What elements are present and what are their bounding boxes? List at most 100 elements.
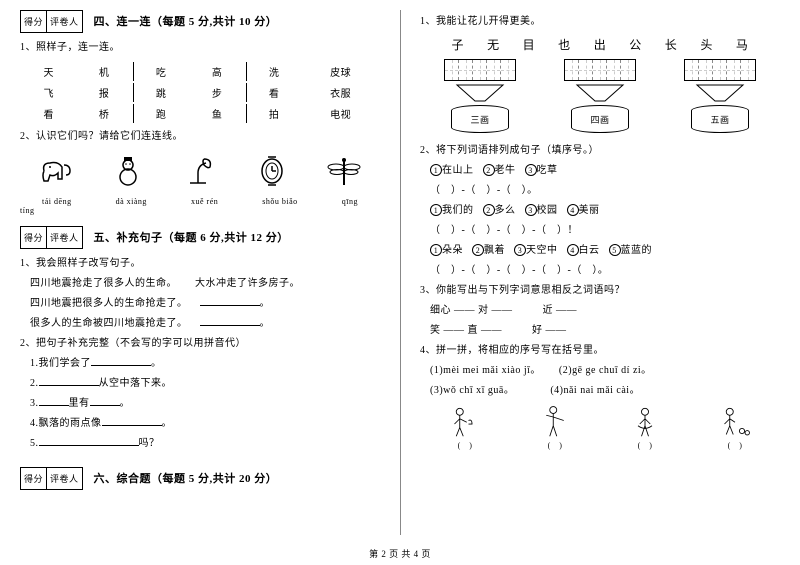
q5-2e: 5.吗？ — [20, 436, 380, 452]
cell: 桥 — [77, 104, 130, 123]
q5-2: 2、把句子补充完整（不会写的字可以用拼音代） — [20, 336, 380, 352]
diagram-5: 五画 — [670, 59, 770, 133]
text: 笑 —— 直 —— — [430, 325, 502, 336]
right-column: 1、我能让花儿开得更美。 子 无 目 也 出 公 长 头 马 三画 四画 — [400, 0, 800, 545]
char: 子 — [452, 36, 465, 53]
elephant-icon — [36, 151, 76, 191]
answer-slots[interactable]: （ ）-（ ）-（ ）-（ ）-（ ）。 — [420, 263, 780, 279]
girl-watermelon-icon: ( ) — [618, 403, 673, 451]
q6-1: 1、我能让花儿开得更美。 — [420, 14, 780, 30]
blank[interactable] — [39, 396, 69, 406]
match-table: 天 机 吃 高 洗 皮球 飞 报 跳 步 看 衣服 看 桥 跑 鱼 拍 — [20, 60, 380, 125]
text: 从空中落下来。 — [99, 378, 173, 389]
text: 细心 —— 对 —— — [430, 305, 513, 316]
word: 吃草 — [537, 165, 558, 176]
cell: 高 — [190, 62, 243, 81]
q5-1: 1、我会照样子改写句子。 — [20, 256, 380, 272]
text: 近 —— — [543, 305, 578, 316]
q4-2: 2、认识它们吗？请给它们连连线。 — [20, 129, 380, 145]
funnel-icon — [695, 83, 745, 103]
boy-flute-icon: ( ) — [528, 403, 583, 451]
word: 我们的 — [442, 205, 474, 216]
score-label: 得分 — [21, 227, 47, 248]
char: 也 — [558, 36, 571, 53]
cylinder-label: 五画 — [691, 105, 749, 133]
cell: 天 — [22, 62, 75, 81]
word: 校园 — [537, 205, 558, 216]
girl-chicks-icon: ( ) — [708, 403, 763, 451]
num-icon: 2 — [483, 164, 495, 176]
word: 白云 — [579, 245, 600, 256]
word: 老牛 — [495, 165, 516, 176]
text: 4.飘落的雨点像 — [30, 418, 102, 429]
word: 天空中 — [526, 245, 558, 256]
word: 飘着 — [484, 245, 505, 256]
cell: 步 — [190, 83, 243, 102]
dragonfly-icon — [324, 151, 364, 191]
grid-box[interactable] — [444, 59, 516, 81]
cell: 看 — [22, 104, 75, 123]
group1: 1在山上 2老牛 3吃草 — [420, 163, 780, 179]
char: 公 — [629, 36, 642, 53]
snowman-icon — [108, 151, 148, 191]
char: 目 — [523, 36, 536, 53]
answer-slots[interactable]: （ ）-（ ）-（ ）。 — [420, 183, 780, 199]
pinyin-sentences2: (3)wǒ chī xī guā。 (4)nǎi nai mǎi cài。 — [420, 383, 780, 399]
funnel-icon — [455, 83, 505, 103]
pinyin: qīng — [342, 197, 358, 206]
grid-box[interactable] — [564, 59, 636, 81]
left-column: 得分 评卷人 四、连一连（每题 5 分,共计 10 分） 1、照样子，连一连。 … — [0, 0, 400, 545]
score-box-4: 得分 评卷人 — [20, 10, 83, 33]
cell: 电视 — [303, 104, 378, 123]
antonym-row2: 笑 —— 直 —— 好 —— — [420, 323, 780, 339]
blank[interactable] — [200, 316, 260, 326]
num-icon: 3 — [525, 164, 537, 176]
lamp-icon — [180, 151, 220, 191]
pinyin-sentences: (1)mèi mei mǎi xiào jī。 (2)gē ge chuī dí… — [420, 363, 780, 379]
blank[interactable] — [39, 376, 99, 386]
num-icon: 3 — [514, 244, 526, 256]
cell: 衣服 — [303, 83, 378, 102]
blank[interactable] — [102, 416, 162, 426]
cell: 皮球 — [303, 62, 378, 81]
grandma-shopping-icon: ( ) — [438, 403, 493, 451]
score-label: 得分 — [21, 468, 47, 489]
grader-label: 评卷人 — [47, 468, 82, 489]
blank[interactable] — [39, 436, 139, 446]
word: 朵朵 — [442, 245, 463, 256]
text: 四川地震抢走了很多人的生命。 — [30, 278, 177, 289]
char: 长 — [665, 36, 678, 53]
num-icon: 5 — [609, 244, 621, 256]
section-4-title: 四、连一连（每题 5 分,共计 10 分） — [94, 13, 278, 29]
diagram-4: 四画 — [550, 59, 650, 133]
q6-4: 4、拼一拼，将相应的序号写在括号里。 — [420, 343, 780, 359]
text: 很多人的生命被四川地震抢走了。 — [30, 318, 188, 329]
blank[interactable] — [200, 296, 260, 306]
pinyin: shǒu biǎo — [262, 197, 297, 206]
column-divider — [400, 10, 401, 535]
score-box-6: 得分 评卷人 — [20, 467, 83, 490]
q5-2b: 2.从空中落下来。 — [20, 376, 380, 392]
cell: 飞 — [22, 83, 75, 102]
cell: 机 — [77, 62, 130, 81]
blank[interactable] — [91, 356, 151, 366]
text: 1.我们学会了 — [30, 358, 91, 369]
watch-icon — [252, 151, 292, 191]
example-line3: 很多人的生命被四川地震抢走了。 。 — [20, 316, 380, 332]
text: (3)wǒ chī xī guā。 — [430, 385, 514, 396]
antonym-row1: 细心 —— 对 —— 近 —— — [420, 303, 780, 319]
section-6-title: 六、综合题（每题 5 分,共计 20 分） — [94, 470, 278, 486]
q5-2d: 4.飘落的雨点像。 — [20, 416, 380, 432]
num-icon: 3 — [525, 204, 537, 216]
word: 多么 — [495, 205, 516, 216]
answer-slots[interactable]: （ ）-（ ）-（ ）-（ ）！ — [420, 223, 780, 239]
page-footer: 第 2 页 共 4 页 — [0, 547, 800, 560]
q6-2: 2、将下列词语排列成句子（填序号。） — [420, 143, 780, 159]
text: (4)nǎi nai mǎi cài。 — [550, 385, 640, 396]
cell: 看 — [246, 83, 301, 102]
cell: 吃 — [133, 62, 188, 81]
blank[interactable] — [90, 396, 120, 406]
num-icon: 1 — [430, 244, 442, 256]
num-icon: 4 — [567, 204, 579, 216]
grid-box[interactable] — [684, 59, 756, 81]
